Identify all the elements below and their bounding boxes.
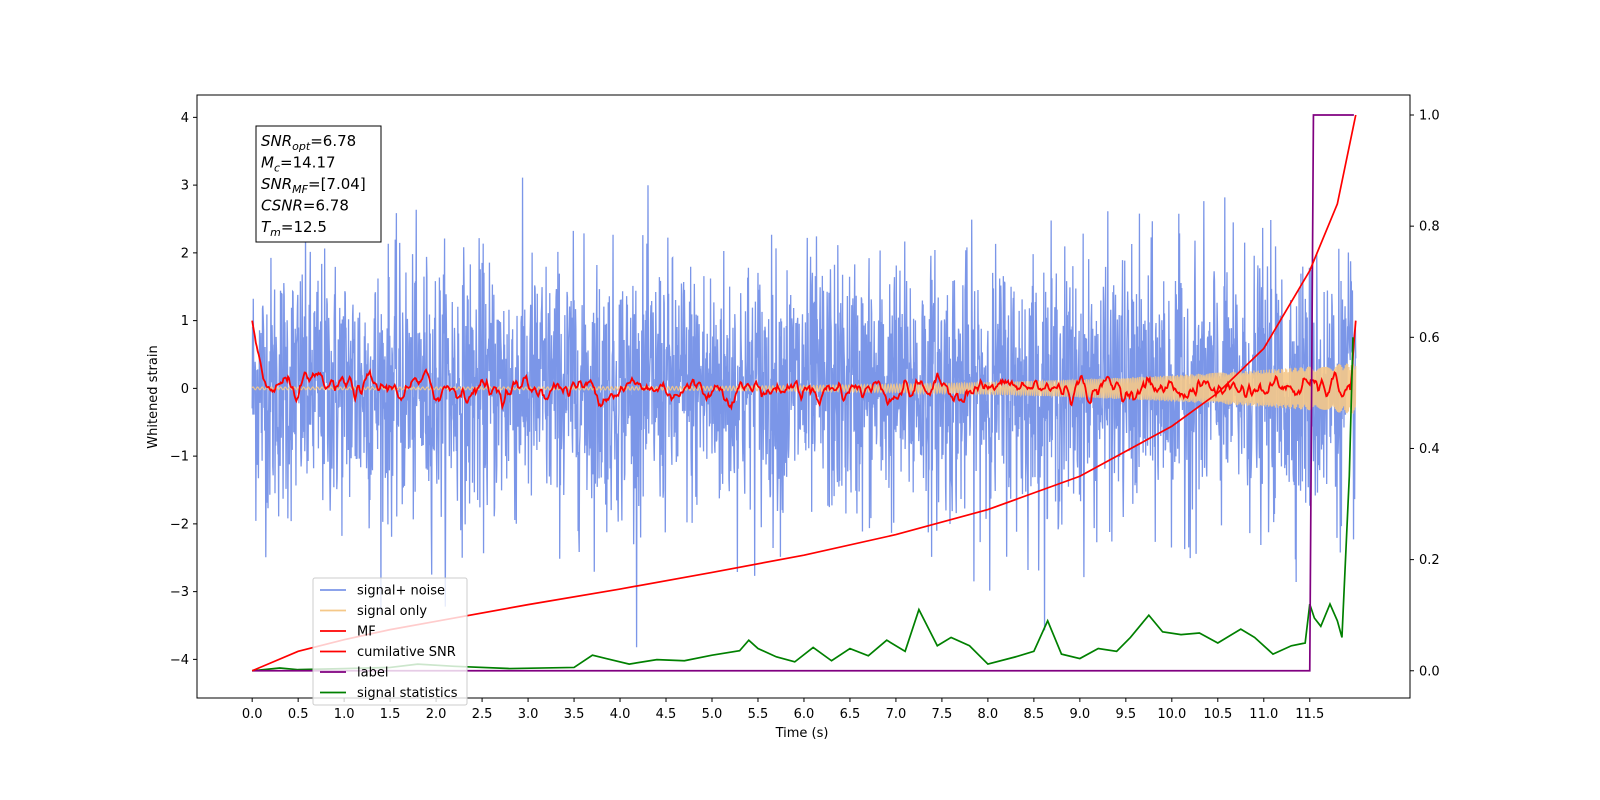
x-tick-label: 5.0: [702, 707, 723, 722]
legend-label: signal+ noise: [357, 584, 445, 599]
x-tick-label: 11.5: [1295, 707, 1324, 722]
y2-tick-label: 1.0: [1419, 109, 1440, 124]
x-tick-label: 7.0: [886, 707, 907, 722]
y-tick-label: −2: [170, 517, 189, 532]
y2-tick-label: 0.6: [1419, 331, 1440, 346]
x-tick-label: 9.5: [1115, 707, 1136, 722]
info-box-line: Mc=14.17: [261, 154, 336, 175]
y-tick-label: −1: [170, 450, 189, 465]
y2-tick-label: 0.0: [1419, 664, 1440, 679]
x-tick-label: 0.0: [242, 707, 263, 722]
y-axis-label: Whitened strain: [146, 345, 161, 448]
x-tick-label: 4.0: [610, 707, 631, 722]
x-tick-label: 3.0: [518, 707, 539, 722]
x-tick-label: 0.5: [288, 707, 309, 722]
x-tick-label: 8.5: [1024, 707, 1045, 722]
x-tick-label: 10.0: [1157, 707, 1186, 722]
info-box-line: SNRopt=6.78: [261, 132, 356, 153]
plot-layer: [251, 114, 1357, 672]
info-box-frame: [255, 125, 382, 243]
y-tick-label: −3: [170, 585, 189, 600]
legend-label: signal only: [357, 604, 427, 619]
x-tick-label: 8.0: [978, 707, 999, 722]
y2-tick-label: 0.4: [1419, 442, 1440, 457]
x-tick-label: 6.5: [840, 707, 861, 722]
x-tick-label: 6.0: [794, 707, 815, 722]
legend-label: MF: [357, 625, 376, 640]
y-tick-label: 3: [181, 179, 189, 194]
series-mf: [251, 320, 1357, 411]
info-box-line: Tm=12.5: [261, 218, 327, 239]
legend-label: label: [357, 666, 388, 681]
info-box-line: SNRMF=[7.04]: [261, 175, 366, 196]
x-tick-label: 2.0: [426, 707, 447, 722]
legend-label: cumilative SNR: [357, 645, 456, 660]
y2-tick-label: 0.8: [1419, 220, 1440, 235]
x-tick-label: 10.5: [1203, 707, 1232, 722]
series-signal-only: [251, 362, 1357, 414]
x-tick-label: 9.0: [1070, 707, 1091, 722]
series-signal-statistics: [252, 337, 1354, 672]
x-tick-label: 7.5: [932, 707, 953, 722]
x-tick-label: 4.5: [656, 707, 677, 722]
y-tick-label: 0: [181, 382, 189, 397]
axes-layer: 0.0 0.5 1.0 1.5 2.0 2.5 3.0 3.5 4.0 4.5 5.0 5.5 6.0 6…: [170, 109, 1440, 722]
info-box: SNRopt=6.78Mc=14.17SNRMF=[7.04]CSNR=6.78…: [255, 125, 382, 243]
x-tick-label: 2.5: [472, 707, 493, 722]
x-tick-label: 5.5: [748, 707, 769, 722]
legend-frame: [312, 577, 468, 706]
legend-label: signal statistics: [357, 686, 458, 701]
y-tick-label: 1: [181, 314, 189, 329]
x-tick-label: 1.0: [334, 707, 355, 722]
y2-tick-label: 0.2: [1419, 553, 1440, 568]
y-tick-label: −4: [170, 653, 189, 668]
legend: signal+ noise signal only MF cumilative SNR…: [312, 577, 468, 706]
y-tick-label: 2: [181, 246, 189, 261]
x-tick-label: 11.0: [1249, 707, 1278, 722]
series-label: [252, 114, 1354, 672]
x-tick-label: 3.5: [564, 707, 585, 722]
x-axis-label: Time (s): [775, 726, 829, 741]
x-tick-label: 1.5: [380, 707, 401, 722]
y-tick-label: 4: [181, 111, 189, 126]
info-box-line: CSNR=6.78: [261, 197, 349, 215]
